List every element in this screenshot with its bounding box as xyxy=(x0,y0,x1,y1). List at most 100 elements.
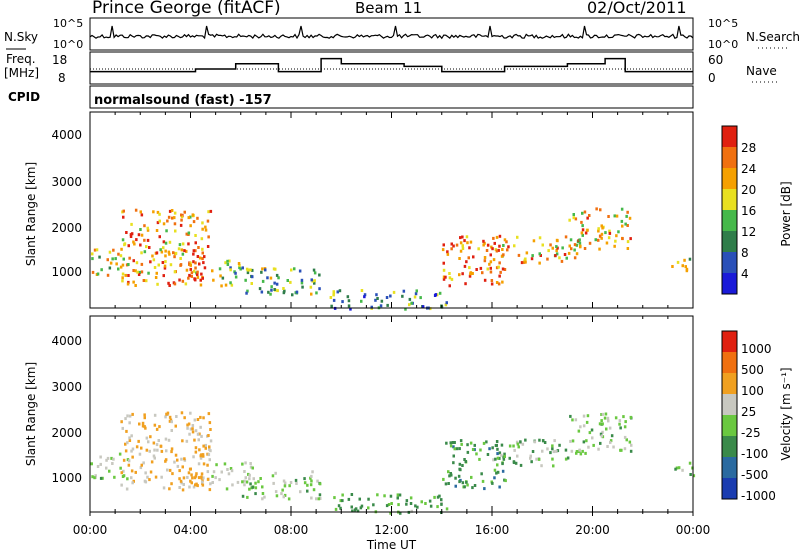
power-cell xyxy=(463,264,467,268)
velocity-cell xyxy=(209,428,212,431)
velocity-cell xyxy=(445,507,449,511)
power-cell xyxy=(318,273,321,277)
power-colorbar-swatch xyxy=(722,168,737,189)
power-cell xyxy=(448,272,451,275)
velocity-cell xyxy=(457,474,461,478)
power-cell xyxy=(461,244,464,248)
power-cell xyxy=(190,274,193,278)
velocity-cell xyxy=(461,464,464,467)
velocity-cell xyxy=(244,461,247,465)
power-cell xyxy=(111,257,114,261)
velocity-cell xyxy=(503,452,506,456)
velocity-cell xyxy=(495,471,498,475)
power-cell xyxy=(132,280,135,284)
velocity-cell xyxy=(165,412,168,416)
velocity-cell xyxy=(494,444,498,447)
velocity-cell xyxy=(515,440,519,444)
power-cell xyxy=(401,294,404,298)
velocity-cell xyxy=(588,431,592,435)
power-cell xyxy=(560,259,564,263)
power-cell xyxy=(171,216,174,220)
velocity-cell xyxy=(442,477,445,481)
power-cell xyxy=(234,275,238,279)
velocity-cell xyxy=(164,415,167,419)
power-cell xyxy=(309,285,313,289)
power-cell xyxy=(442,243,445,247)
power-cell xyxy=(597,227,600,231)
power-cell xyxy=(201,276,204,280)
velocity-cell xyxy=(582,424,586,428)
power-cell xyxy=(204,225,207,229)
velocity-cell xyxy=(470,475,473,479)
velocity-cell xyxy=(556,449,560,453)
noise-right-tick-bottom: 10^0 xyxy=(708,38,738,51)
power-cell xyxy=(346,295,350,299)
power-cell xyxy=(486,267,489,271)
power-cell xyxy=(489,260,493,264)
power-cell xyxy=(156,221,160,225)
velocity-cell xyxy=(516,454,519,458)
velocity-cell xyxy=(200,475,203,479)
power-cell xyxy=(127,274,130,277)
velocity-cell xyxy=(185,439,189,443)
power-cell xyxy=(481,271,484,275)
velocity-cell xyxy=(271,474,275,478)
velocity-cell xyxy=(189,467,192,471)
power-cell xyxy=(258,287,262,291)
power-cell xyxy=(194,261,197,265)
power-cell xyxy=(455,243,459,247)
velocity-cell xyxy=(130,449,133,453)
power-cell xyxy=(185,232,188,236)
noise-panel-frame xyxy=(89,17,694,51)
power-cell xyxy=(198,262,201,266)
power-cell xyxy=(192,220,196,224)
velocity-cell xyxy=(96,465,100,468)
power-cell xyxy=(581,233,584,237)
power-cell xyxy=(251,268,254,272)
velocity-cell xyxy=(145,448,149,452)
power-cell xyxy=(139,210,142,214)
power-cell xyxy=(179,223,183,227)
velocity-cell xyxy=(174,453,178,457)
power-cell xyxy=(597,229,600,233)
power-cell xyxy=(181,242,185,246)
freq-right-tick-top: 60 xyxy=(708,53,723,67)
velocity-cell xyxy=(134,470,137,474)
power-cell xyxy=(181,279,185,283)
velocity-cell xyxy=(130,476,133,480)
velocity-cell xyxy=(192,485,196,489)
power-cell xyxy=(121,263,125,267)
power-cell xyxy=(483,278,487,282)
velocity-scatter-cells xyxy=(90,411,696,515)
power-cell xyxy=(477,247,480,251)
power-cell xyxy=(106,273,110,277)
xtick-4: 16:00 xyxy=(475,523,510,537)
velocity-cell xyxy=(191,424,195,427)
velocity-cell xyxy=(182,476,186,480)
power-cell xyxy=(156,282,159,286)
velocity-cell xyxy=(385,504,389,508)
velocity-cell xyxy=(458,467,461,471)
velocity-cell xyxy=(466,450,470,454)
power-cell xyxy=(201,227,204,231)
velocity-cell xyxy=(183,457,186,461)
velocity-cell xyxy=(236,480,240,484)
velocity-cell xyxy=(248,477,251,481)
velocity-cell xyxy=(244,476,247,480)
velocity-cell xyxy=(600,413,603,416)
velocity-cell xyxy=(535,457,538,461)
power-cell xyxy=(621,224,624,228)
velocity-cell xyxy=(186,423,189,427)
velocity-cell xyxy=(436,505,439,509)
velocity-cell xyxy=(145,436,149,440)
velocity-cell xyxy=(500,443,504,447)
power-cell xyxy=(598,234,602,238)
velocity-cell xyxy=(607,419,610,423)
power-cell xyxy=(450,242,453,246)
velocity-cell xyxy=(165,449,168,453)
velocity-cell xyxy=(533,440,537,444)
power-cell xyxy=(495,281,499,284)
power-cell xyxy=(164,249,167,253)
power-cell xyxy=(626,210,629,214)
power-cell xyxy=(573,243,577,247)
